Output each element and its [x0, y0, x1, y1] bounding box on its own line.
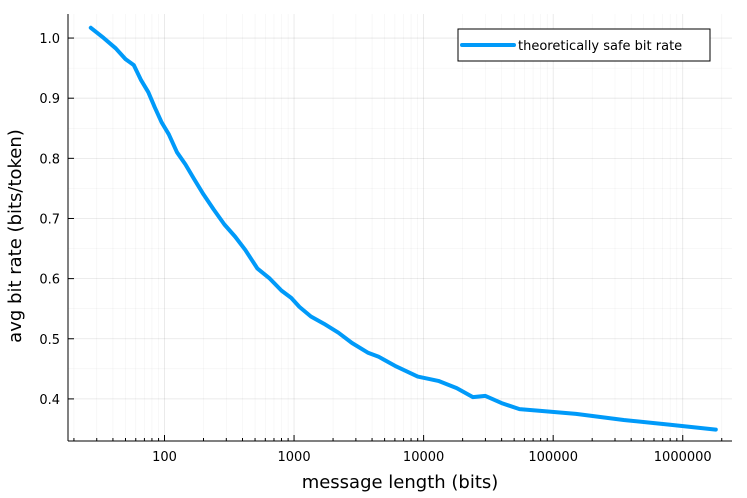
x-axis-label: message length (bits) [302, 472, 499, 493]
series-layer [88, 25, 718, 432]
x-tick-label: 100000 [528, 450, 578, 465]
legend: theoretically safe bit rate [457, 28, 711, 62]
x-tick-label: 100 [152, 450, 177, 465]
x-tick-label: 10000 [403, 450, 444, 465]
y-tick-label: 0.5 [39, 333, 60, 348]
y-tick-label: 0.4 [39, 393, 60, 408]
y-tick-label: 0.9 [39, 92, 60, 107]
minor-grid [68, 14, 732, 441]
y-tick-label: 0.6 [39, 273, 60, 288]
axes [67, 14, 732, 442]
y-tick-label: 0.8 [39, 152, 60, 167]
x-tick-label: 1000000 [654, 450, 712, 465]
major-grid [68, 14, 732, 441]
y-axis-label: avg bit rate (bits/token) [5, 129, 26, 343]
x-axis-ticks: 100 1000 10000 100000 1000000 [73, 435, 723, 465]
series-line-0 [88, 25, 718, 432]
y-tick-label: 1.0 [39, 32, 60, 47]
y-axis-ticks: 0.4 0.5 0.6 0.7 0.8 0.9 1.0 [39, 32, 74, 408]
x-tick-label: 1000 [278, 450, 311, 465]
legend-entry-label: theoretically safe bit rate [518, 39, 682, 54]
y-tick-label: 0.7 [39, 212, 60, 227]
